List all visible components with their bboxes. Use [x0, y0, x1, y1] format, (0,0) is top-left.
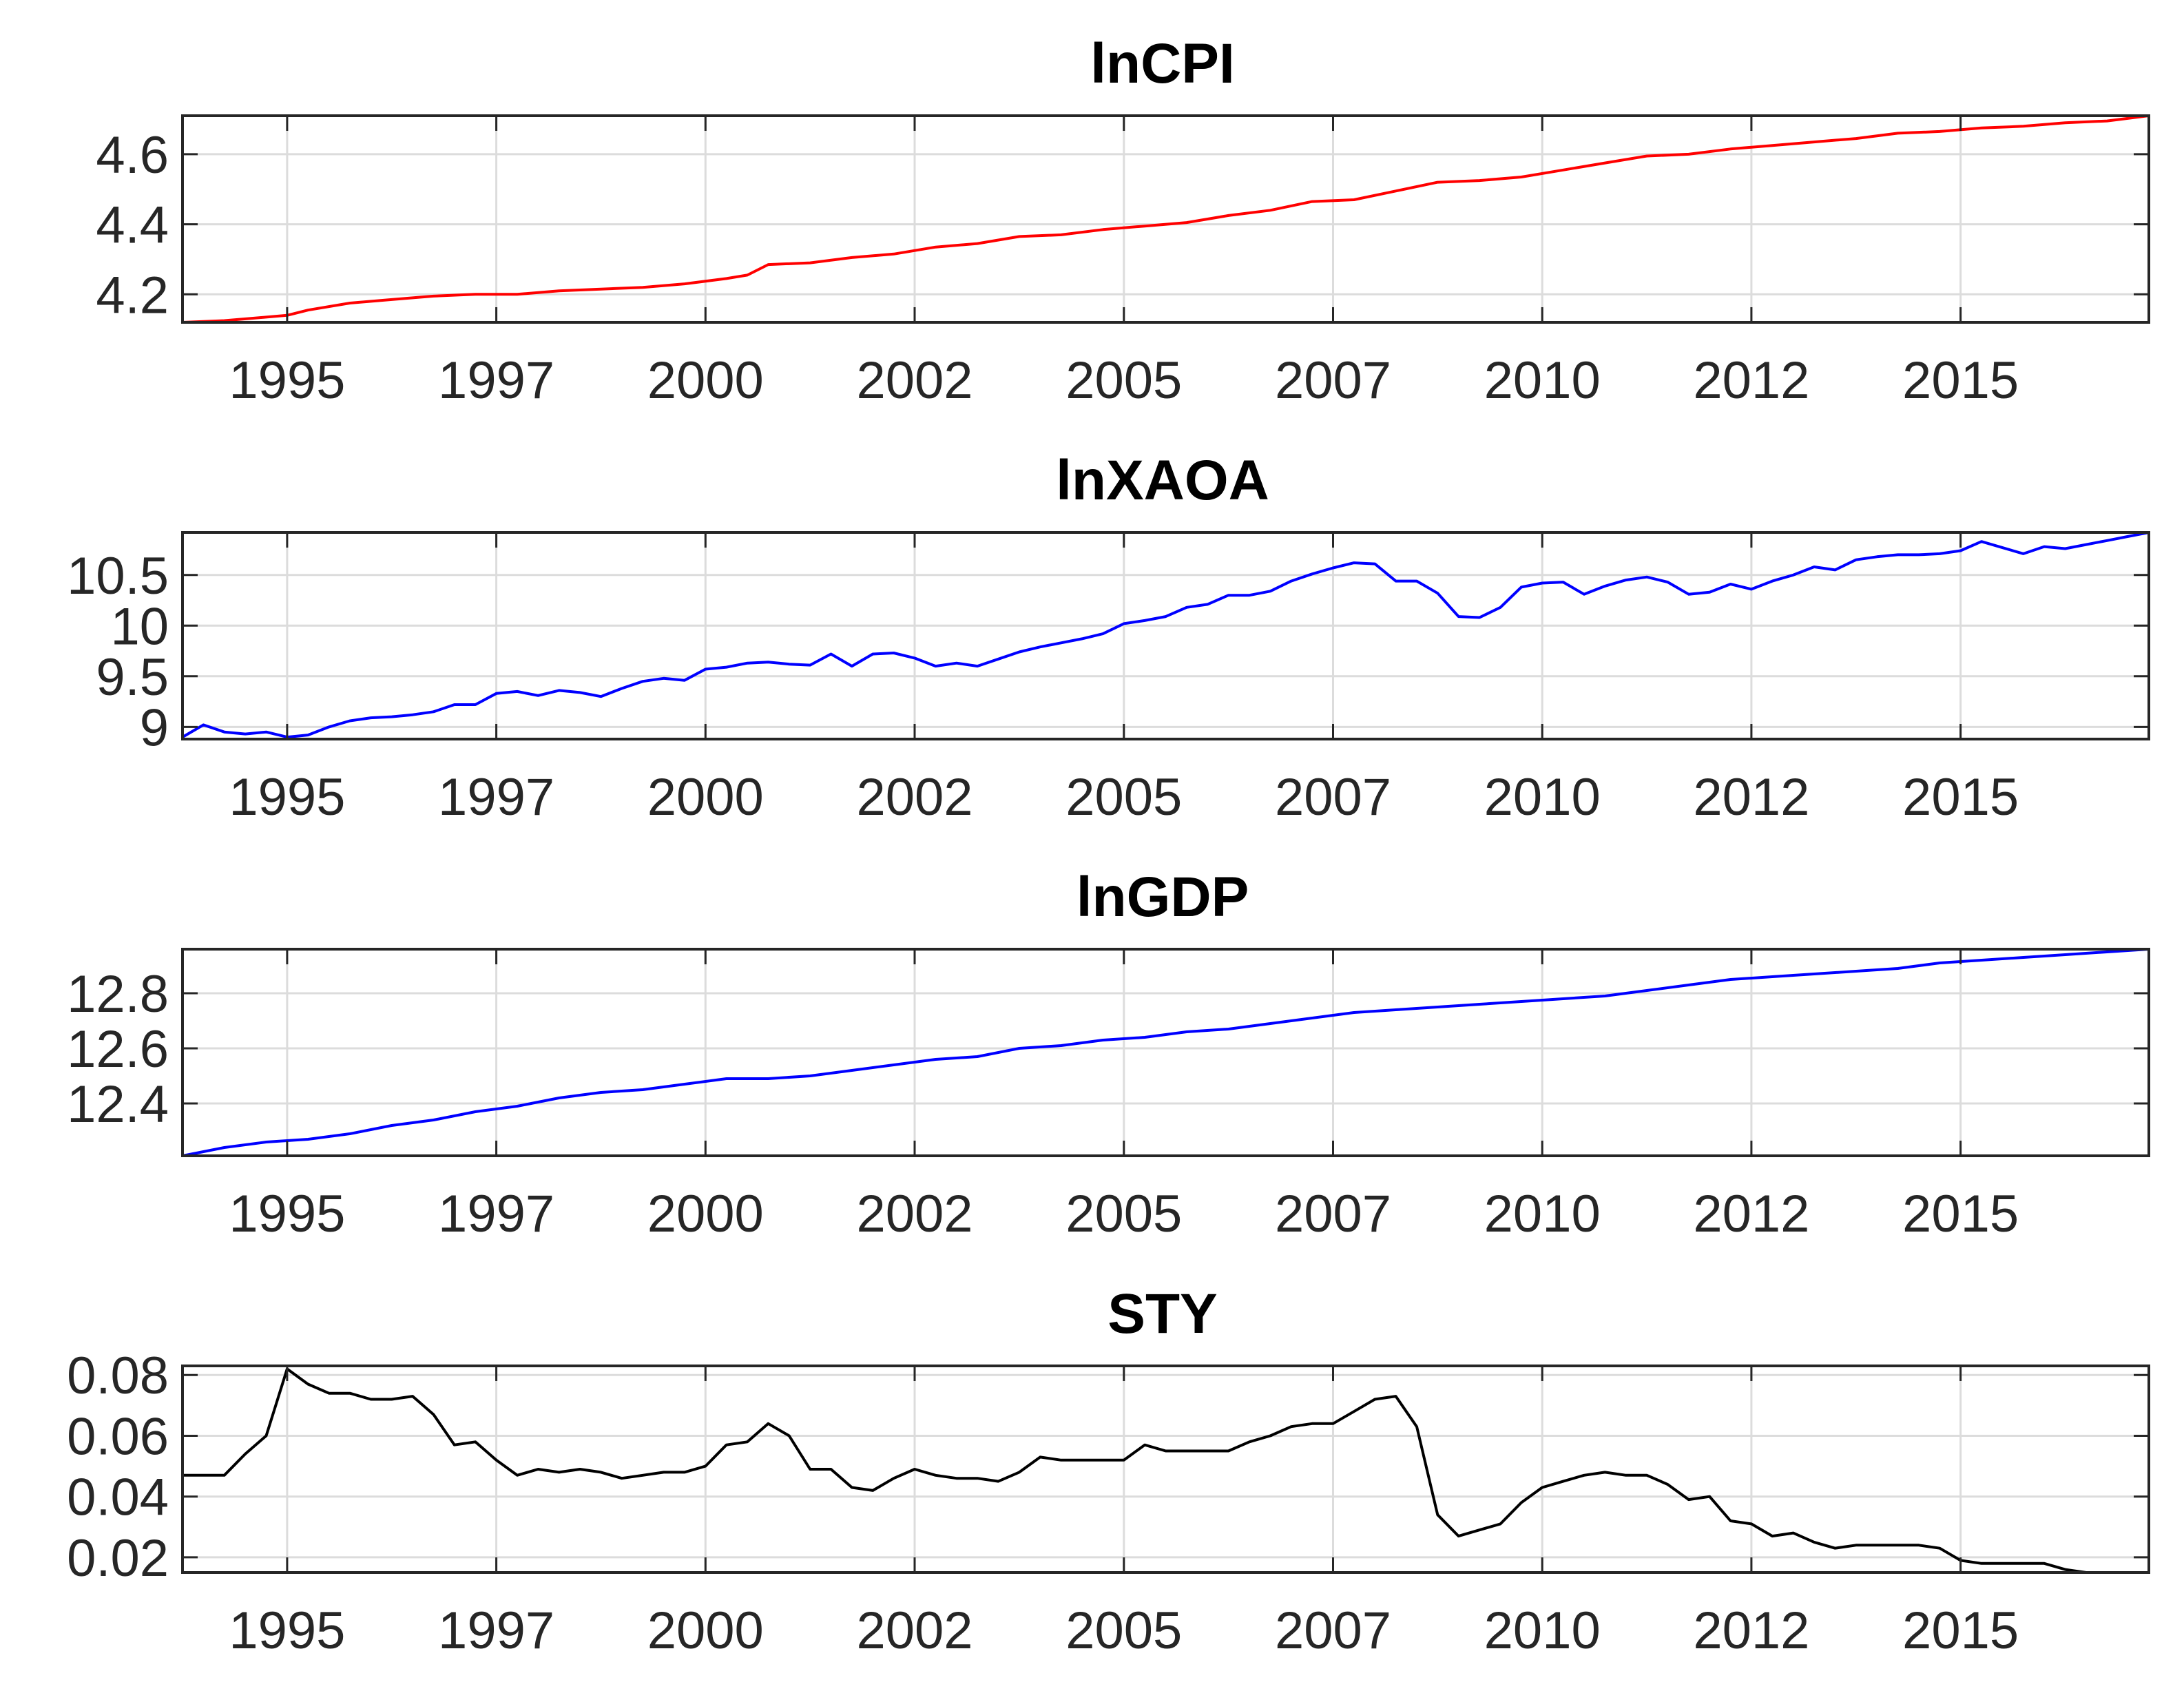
y-tick-label: 4.2: [96, 266, 169, 324]
y-tick-labels: 0.020.040.060.08: [67, 1347, 169, 1588]
x-tick-label: 2007: [1275, 1601, 1391, 1660]
x-tick-label: 1995: [229, 351, 345, 410]
series-line-lncpi: [182, 114, 2150, 324]
x-tick-label: 1997: [438, 351, 554, 410]
tick-marks: [183, 1366, 2149, 1573]
y-tick-label: 9.5: [96, 648, 169, 707]
y-tick-label: 4.4: [96, 196, 169, 255]
x-tick-label: 2002: [856, 768, 973, 827]
x-tick-label: 2000: [647, 1601, 764, 1660]
y-tick-label: 9: [140, 698, 169, 757]
x-tick-label: 2007: [1275, 1185, 1391, 1243]
x-tick-label: 2002: [856, 351, 973, 410]
chart-panel-sty: STY 1995 1997 2000 2002 2005 2007 2010 2012 2015…: [67, 1283, 2150, 1660]
x-tick-label: 1995: [229, 768, 345, 827]
x-tick-label: 2015: [1902, 1185, 2019, 1243]
chart-title: lnGDP: [1077, 866, 1249, 929]
x-tick-label: 2005: [1065, 351, 1182, 410]
y-tick-label: 10.5: [67, 547, 169, 605]
x-tick-label: 2012: [1693, 1601, 1809, 1660]
x-tick-label: 1997: [438, 1601, 554, 1660]
x-tick-label: 2002: [856, 1185, 973, 1243]
x-tick-label: 1997: [438, 768, 554, 827]
series-line-sty: [183, 1367, 2149, 1574]
x-tick-label: 2005: [1065, 768, 1182, 827]
y-tick-label: 4.6: [96, 126, 169, 185]
y-tick-label: 0.08: [67, 1347, 169, 1405]
x-tick-label: 2010: [1484, 768, 1601, 827]
x-tick-label: 2002: [856, 1601, 973, 1660]
x-tick-label: 2012: [1693, 1185, 1809, 1243]
grid-lines: [183, 1366, 2149, 1573]
x-tick-label: 2000: [647, 1185, 764, 1243]
chart-title: STY: [1107, 1283, 1217, 1345]
grid-lines: [183, 532, 2149, 739]
tick-marks: [183, 949, 2149, 1156]
grid-lines: [183, 949, 2149, 1156]
y-tick-label: 12.6: [67, 1020, 169, 1079]
x-tick-label: 2000: [647, 351, 764, 410]
series-line-lnxaoa: [181, 531, 2150, 739]
tick-marks: [183, 532, 2149, 739]
y-tick-label: 0.04: [67, 1469, 169, 1527]
chart-panel-lnxaoa: lnXAOA 1995 1997 2000 2002 2005 2007 2010 2012 2…: [67, 449, 2150, 827]
x-tick-label: 2012: [1693, 351, 1809, 410]
x-tick-label: 2007: [1275, 768, 1391, 827]
x-tick-label: 2010: [1484, 1185, 1601, 1243]
x-tick-label: 2007: [1275, 351, 1391, 410]
series-line-lngdp: [182, 948, 2150, 1157]
x-tick-labels: 1995 1997 2000 2002 2005 2007 2010 2012 2015: [229, 1185, 2019, 1243]
x-tick-labels: 1995 1997 2000 2002 2005 2007 2010 2012 2015: [229, 1601, 2019, 1660]
chart-panel-lncpi: lnCPI 1995 1997 2000 2002 2005 2007 2010 2012 20…: [96, 32, 2150, 410]
x-tick-labels: 1995 1997 2000 2002 2005 2007 2010 2012 2015: [229, 768, 2019, 827]
y-tick-label: 0.02: [67, 1529, 169, 1588]
axes-frame: [181, 114, 2150, 324]
axes-frame: [181, 531, 2150, 740]
x-tick-label: 2010: [1484, 1601, 1601, 1660]
x-tick-label: 2000: [647, 768, 764, 827]
x-tick-label: 2005: [1065, 1601, 1182, 1660]
y-tick-labels: 4.2 4.4 4.6: [96, 126, 169, 324]
y-tick-label: 0.06: [67, 1408, 169, 1466]
x-tick-label: 1995: [229, 1601, 345, 1660]
chart-panel-lngdp: lnGDP 1995 1997 2000 2002 2005 2007 2010 2012 20…: [67, 866, 2150, 1243]
y-tick-label: 12.8: [67, 965, 169, 1024]
x-tick-label: 1997: [438, 1185, 554, 1243]
y-tick-labels: 12.412.612.8: [67, 965, 169, 1134]
axes-frame: [181, 1365, 2150, 1574]
y-tick-label: 10: [110, 597, 169, 656]
x-tick-label: 2015: [1902, 351, 2019, 410]
x-tick-label: 2005: [1065, 1185, 1182, 1243]
x-tick-label: 2010: [1484, 351, 1601, 410]
grid-lines: [183, 116, 2149, 322]
x-tick-label: 2015: [1902, 768, 2019, 827]
x-tick-label: 2012: [1693, 768, 1809, 827]
x-tick-label: 2015: [1902, 1601, 2019, 1660]
axes-frame: [181, 948, 2150, 1157]
y-tick-label: 12.4: [67, 1075, 169, 1134]
chart-title: lnCPI: [1090, 32, 1235, 95]
x-tick-labels: 1995 1997 2000 2002 2005 2007 2010 2012 2015: [229, 351, 2019, 410]
chart-title: lnXAOA: [1056, 449, 1269, 512]
tick-marks: [183, 116, 2149, 322]
x-tick-label: 1995: [229, 1185, 345, 1243]
